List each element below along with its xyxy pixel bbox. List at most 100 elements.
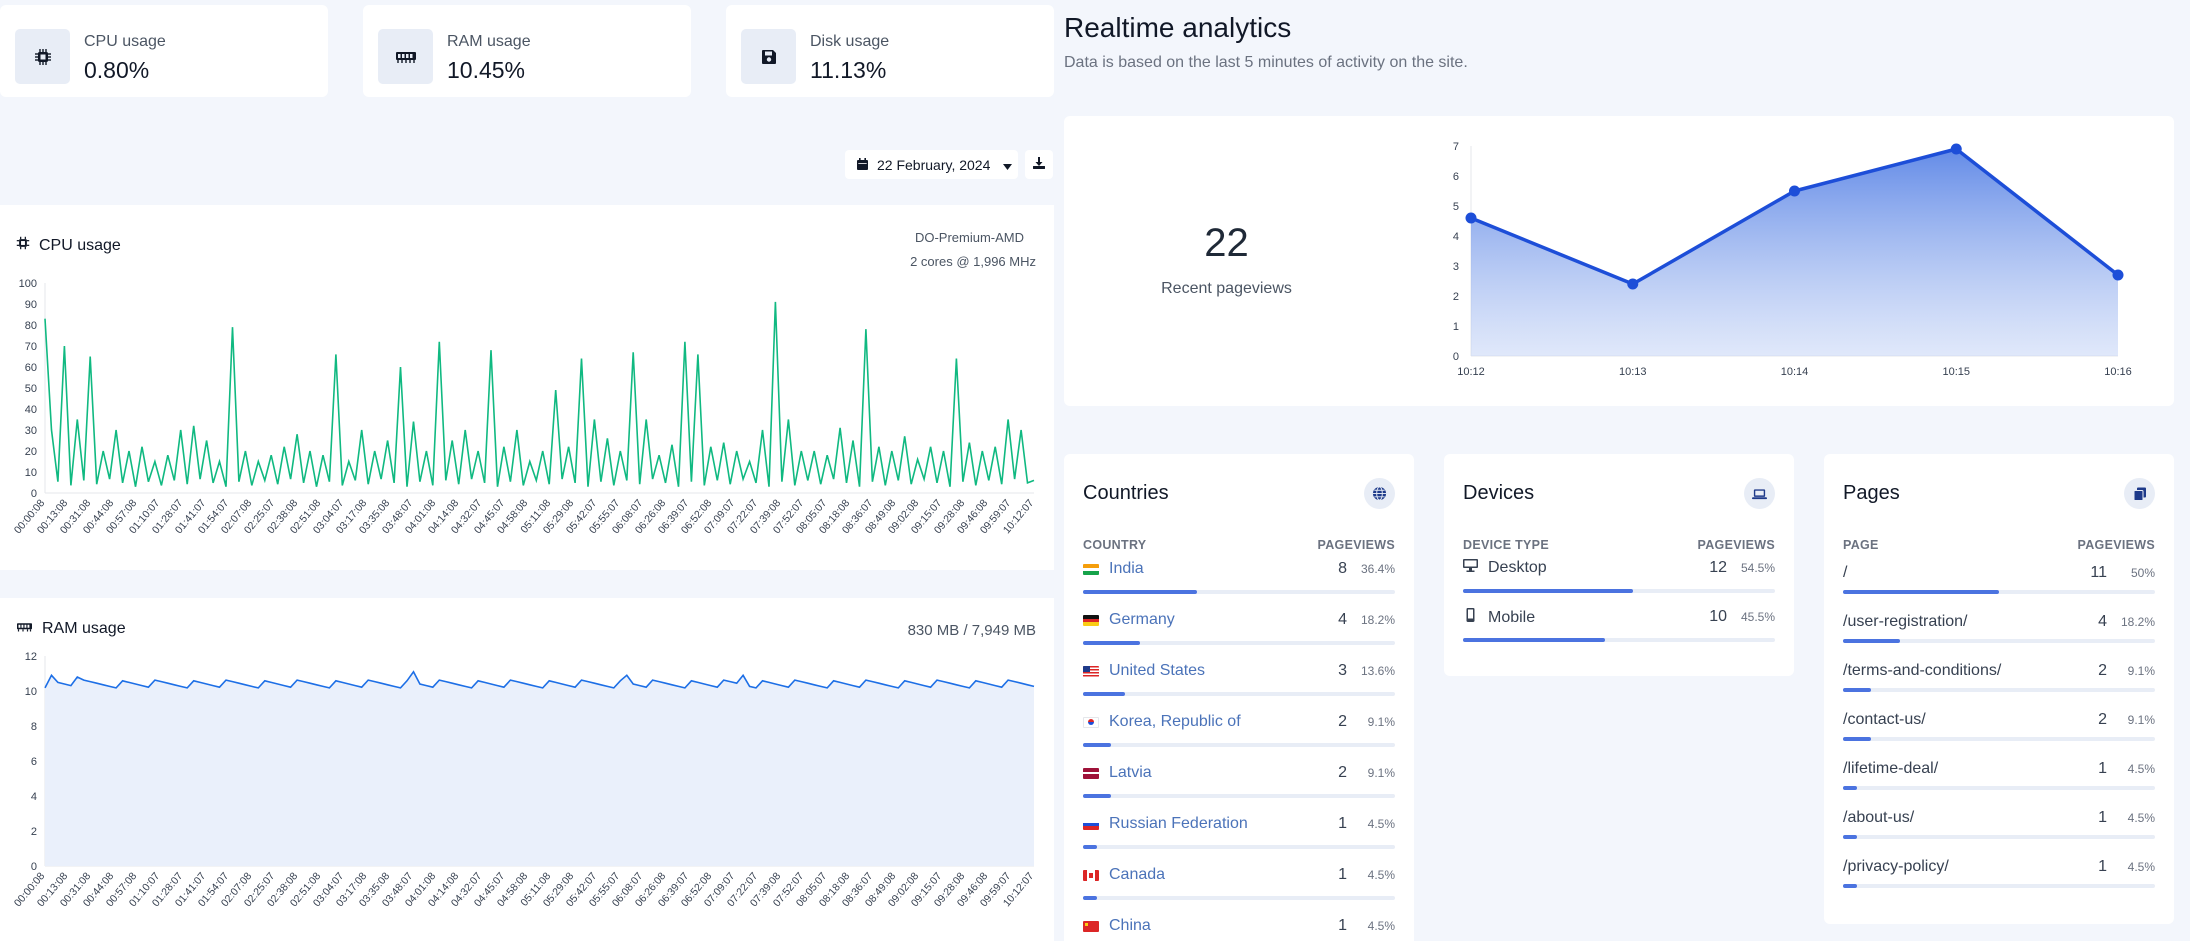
share-bar-track (1463, 589, 1775, 593)
pageview-percent: 4.5% (2127, 811, 2155, 825)
pageviews-label: Recent pageviews (1161, 280, 1292, 297)
share-bar-fill (1083, 692, 1126, 696)
stat-value: 10.45% (447, 57, 526, 83)
pageview-percent: 4.5% (2127, 860, 2155, 874)
country-row-label[interactable]: Canada (1083, 866, 1165, 884)
country-row[interactable]: Canada 1 4.5% (1083, 866, 1395, 906)
pageviews-point[interactable] (2112, 269, 2124, 281)
pageview-count: 1 (2098, 760, 2107, 777)
pageviews-column-header: PAGEVIEWS (1317, 538, 1395, 552)
ram-memory-readout: 830 MB / 7,949 MB (907, 622, 1036, 639)
country-row[interactable]: Germany 4 18.2% (1083, 611, 1395, 651)
x-tick-label: 10:16 (2104, 366, 2132, 378)
pageview-percent: 9.1% (1367, 766, 1395, 780)
country-row-label[interactable]: Russian Federation (1083, 815, 1248, 833)
page-row-text: /contact-us/ (1843, 711, 1926, 728)
country-row-label[interactable]: India (1083, 560, 1144, 578)
country-row-label[interactable]: United States (1083, 662, 1205, 680)
country-row[interactable]: Korea, Republic of 2 9.1% (1083, 713, 1395, 753)
share-bar-track (1843, 884, 2155, 888)
y-tick-label: 8 (31, 721, 37, 733)
pageview-percent: 54.5% (1740, 561, 1775, 575)
country-row-label[interactable]: Korea, Republic of (1083, 713, 1241, 731)
x-tick-label: 10:12 (1457, 366, 1485, 378)
device-row[interactable]: Desktop 12 54.5% (1463, 559, 1775, 599)
y-tick-label: 2 (1453, 291, 1459, 303)
realtime-title: Realtime analytics (1064, 12, 1292, 43)
y-tick-label: 0 (31, 488, 37, 500)
pageview-count: 2 (2098, 662, 2107, 679)
pageviews-point[interactable] (1627, 278, 1639, 290)
country-row-label[interactable]: Latvia (1083, 764, 1152, 782)
ram-area-chart: 02468101200:00:0800:13:0800:31:0800:44:0… (12, 651, 1037, 909)
ram-icon (378, 29, 433, 84)
pageview-count: 1 (1338, 815, 1347, 832)
pageview-count: 4 (2098, 613, 2107, 630)
pageviews-value: 22 (1204, 221, 1249, 265)
page-row-label: /about-us/ (1843, 809, 1914, 827)
page-row[interactable]: /privacy-policy/1 4.5% (1843, 858, 2155, 898)
share-bar-fill (1843, 884, 1858, 888)
share-bar-fill (1083, 641, 1140, 645)
pageviews-point[interactable] (1465, 212, 1477, 224)
x-tick-label: 10:13 (1619, 366, 1647, 378)
country-row[interactable]: China 1 4.5% (1083, 917, 1395, 941)
flag-icon (1083, 665, 1099, 677)
pageview-percent: 9.1% (2127, 664, 2155, 678)
server-cores: 2 cores @ 1,996 MHz (910, 254, 1036, 269)
page-row[interactable]: /terms-and-conditions/2 9.1% (1843, 662, 2155, 702)
page-row[interactable]: /contact-us/2 9.1% (1843, 711, 2155, 751)
y-tick-label: 7 (1453, 141, 1459, 153)
globe-icon[interactable] (1364, 478, 1395, 509)
caret-down-icon (1003, 157, 1013, 173)
country-row[interactable]: India 8 36.4% (1083, 560, 1395, 600)
device-row[interactable]: Mobile 10 45.5% (1463, 608, 1775, 648)
pageview-percent: 9.1% (2127, 713, 2155, 727)
stat-label: Disk usage (810, 33, 890, 50)
pageview-count: 1 (1338, 917, 1347, 934)
laptop-icon[interactable] (1744, 478, 1775, 509)
pageview-percent: 45.5% (1740, 610, 1775, 624)
y-tick-label: 3 (1453, 261, 1459, 273)
page-row[interactable]: /about-us/1 4.5% (1843, 809, 2155, 849)
device-row-label: Desktop (1463, 559, 1547, 577)
y-tick-label: 50 (25, 383, 37, 395)
devices-title: Devices (1463, 482, 1535, 504)
pageview-count: 2 (1338, 764, 1347, 781)
page-row[interactable]: /lifetime-deal/1 4.5% (1843, 760, 2155, 800)
pageview-count: 1 (2098, 809, 2107, 826)
cpu-chart-header: CPU usage (16, 236, 121, 255)
copy-icon[interactable] (2124, 478, 2155, 509)
page-row[interactable]: /user-registration/4 18.2% (1843, 613, 2155, 653)
share-bar-track (1843, 786, 2155, 790)
country-row[interactable]: Latvia 2 9.1% (1083, 764, 1395, 804)
realtime-subtitle: Data is based on the last 5 minutes of a… (1064, 54, 1468, 71)
share-bar-track (1083, 743, 1395, 747)
country-row-label[interactable]: China (1083, 917, 1151, 935)
page-row-label: / (1843, 564, 1847, 582)
share-bar-fill (1843, 737, 1872, 741)
date-picker-button[interactable]: 22 February, 2024 (845, 150, 1018, 179)
pageviews-point[interactable] (1950, 143, 1962, 155)
device-row-text: Desktop (1488, 559, 1547, 576)
y-tick-label: 0 (1453, 351, 1459, 363)
pageview-count: 10 (1709, 608, 1727, 625)
ram-chart-title: RAM usage (42, 620, 126, 637)
country-row-text: Canada (1109, 866, 1166, 883)
countries-panel: Countries COUNTRY PAGEVIEWS India 8 36.4% G… (1064, 454, 1414, 941)
page-row-label: /terms-and-conditions/ (1843, 662, 2001, 680)
stat-label: RAM usage (447, 33, 531, 50)
y-tick-label: 70 (25, 341, 37, 353)
mobile-icon (1463, 608, 1478, 627)
country-row-text: United States (1109, 662, 1206, 679)
page-row[interactable]: / 11 50% (1843, 564, 2155, 604)
flag-icon (1083, 869, 1099, 881)
pageviews-point[interactable] (1789, 185, 1800, 197)
x-tick-label: 10:15 (1942, 366, 1970, 378)
country-row[interactable]: Russian Federation 1 4.5% (1083, 815, 1395, 855)
download-button[interactable] (1025, 150, 1053, 179)
country-row[interactable]: United States 3 13.6% (1083, 662, 1395, 702)
country-row-label[interactable]: Germany (1083, 611, 1175, 629)
cpu-series-line (44, 301, 1035, 487)
share-bar-track (1843, 639, 2155, 643)
